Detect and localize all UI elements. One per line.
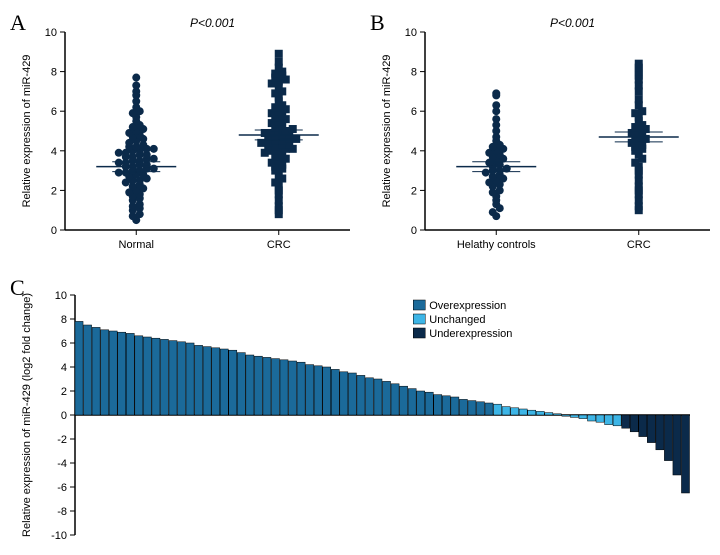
svg-text:4: 4 [51,146,57,158]
svg-text:-8: -8 [57,506,67,518]
svg-text:2: 2 [51,185,57,197]
svg-text:0: 0 [411,225,417,237]
svg-text:Overexpression: Overexpression [429,300,506,312]
svg-text:10: 10 [55,290,67,302]
svg-text:-6: -6 [57,482,67,494]
top-row: A P<0.001 0 2 4 6 8 10 Relative expression of … [10,10,710,270]
svg-text:CRC: CRC [267,239,291,251]
svg-text:Relative expression of miR-429: Relative expression of miR-429 [21,55,33,208]
svg-text:CRC: CRC [627,239,651,251]
svg-text:Relative expression of miR-429: Relative expression of miR-429 [381,55,393,208]
svg-text:2: 2 [411,185,417,197]
panel-b-chart: 0 2 4 6 8 10 Relative expression of miR-429 Hel… [370,10,720,270]
svg-text:8: 8 [51,67,57,79]
svg-text:4: 4 [411,146,417,158]
svg-text:6: 6 [51,106,57,118]
panel-c: C -10 -8 -6 -4 -2 0 2 4 6 8 10 Relative expression … [10,275,710,545]
svg-text:2: 2 [61,386,67,398]
svg-text:-2: -2 [57,434,67,446]
svg-text:8: 8 [61,314,67,326]
svg-text:4: 4 [61,362,67,374]
svg-text:-10: -10 [51,530,67,542]
panel-b-pvalue: P<0.001 [550,16,595,30]
panel-letter-a: A [10,10,26,36]
svg-text:Normal: Normal [119,239,154,251]
figure-container: A P<0.001 0 2 4 6 8 10 Relative expression of … [10,10,710,545]
panel-a-pvalue: P<0.001 [190,16,235,30]
panel-letter-b: B [370,10,385,36]
svg-text:-4: -4 [57,458,67,470]
svg-text:10: 10 [45,27,57,39]
svg-text:10: 10 [405,27,417,39]
svg-text:Helathy controls: Helathy controls [457,239,536,251]
svg-text:0: 0 [51,225,57,237]
svg-text:Underexpression: Underexpression [429,328,512,340]
panel-letter-c: C [10,275,25,301]
svg-text:Unchanged: Unchanged [429,314,485,326]
svg-text:Relative expression of miR-429: Relative expression of miR-429 (log2 fol… [21,293,33,537]
svg-text:6: 6 [411,106,417,118]
svg-text:0: 0 [61,410,67,422]
svg-text:6: 6 [61,338,67,350]
panel-a-chart: 0 2 4 6 8 10 Relative expression of miR-429 Nor… [10,10,360,270]
panel-b: B P<0.001 0 2 4 6 8 10 Relative expression of … [370,10,720,270]
panel-a: A P<0.001 0 2 4 6 8 10 Relative expression of … [10,10,360,270]
svg-text:8: 8 [411,67,417,79]
panel-c-chart: -10 -8 -6 -4 -2 0 2 4 6 8 10 Relative expression of… [10,275,710,545]
